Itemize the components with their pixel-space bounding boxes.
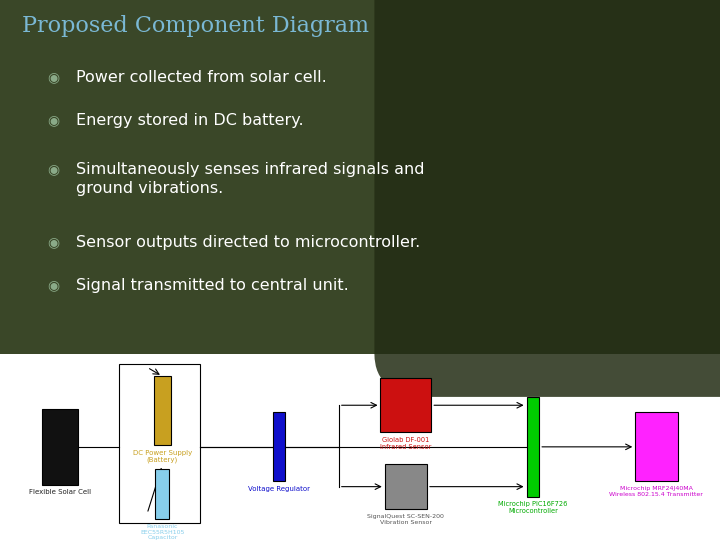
Bar — [153, 376, 171, 445]
Text: Proposed Component Diagram: Proposed Component Diagram — [22, 15, 369, 37]
Text: ◉: ◉ — [47, 162, 59, 176]
Text: DC Power Supply
(Battery): DC Power Supply (Battery) — [132, 450, 192, 463]
Bar — [272, 413, 285, 481]
Bar — [0, 354, 720, 540]
Text: Flexible Solar Cell: Flexible Solar Cell — [29, 489, 91, 495]
Bar — [0, 0, 720, 354]
Text: Signal transmitted to central unit.: Signal transmitted to central unit. — [76, 278, 348, 293]
Bar — [119, 363, 200, 523]
Text: Giolab DF-001
Infrared Sensor: Giolab DF-001 Infrared Sensor — [380, 437, 431, 450]
FancyBboxPatch shape — [374, 0, 720, 397]
Text: Energy stored in DC battery.: Energy stored in DC battery. — [76, 113, 303, 129]
Text: ◉: ◉ — [47, 278, 59, 292]
Text: Power collected from solar cell.: Power collected from solar cell. — [76, 70, 326, 85]
Text: Voltage Regulator: Voltage Regulator — [248, 486, 310, 492]
Bar — [42, 409, 78, 485]
Text: Simultaneously senses infrared signals and
ground vibrations.: Simultaneously senses infrared signals a… — [76, 162, 424, 195]
Text: ◉: ◉ — [47, 113, 59, 127]
Bar — [384, 464, 427, 509]
Text: ◉: ◉ — [47, 70, 59, 84]
Text: Microchip PIC16F726
Microcontroller: Microchip PIC16F726 Microcontroller — [498, 501, 567, 514]
Bar — [635, 413, 678, 481]
Text: Sensor outputs directed to microcontroller.: Sensor outputs directed to microcontroll… — [76, 235, 420, 250]
Bar — [526, 397, 539, 497]
Bar — [380, 378, 431, 433]
Bar — [156, 469, 169, 519]
Text: Panasonic
EEC55R5H105
Capacitor: Panasonic EEC55R5H105 Capacitor — [140, 524, 184, 540]
Text: Microchip MRF24J40MA
Wireless 802.15.4 Transmitter: Microchip MRF24J40MA Wireless 802.15.4 T… — [609, 486, 703, 497]
Text: ◉: ◉ — [47, 235, 59, 249]
Text: SignalQuest SC-SEN-200
Vibration Sensor: SignalQuest SC-SEN-200 Vibration Sensor — [367, 514, 444, 524]
